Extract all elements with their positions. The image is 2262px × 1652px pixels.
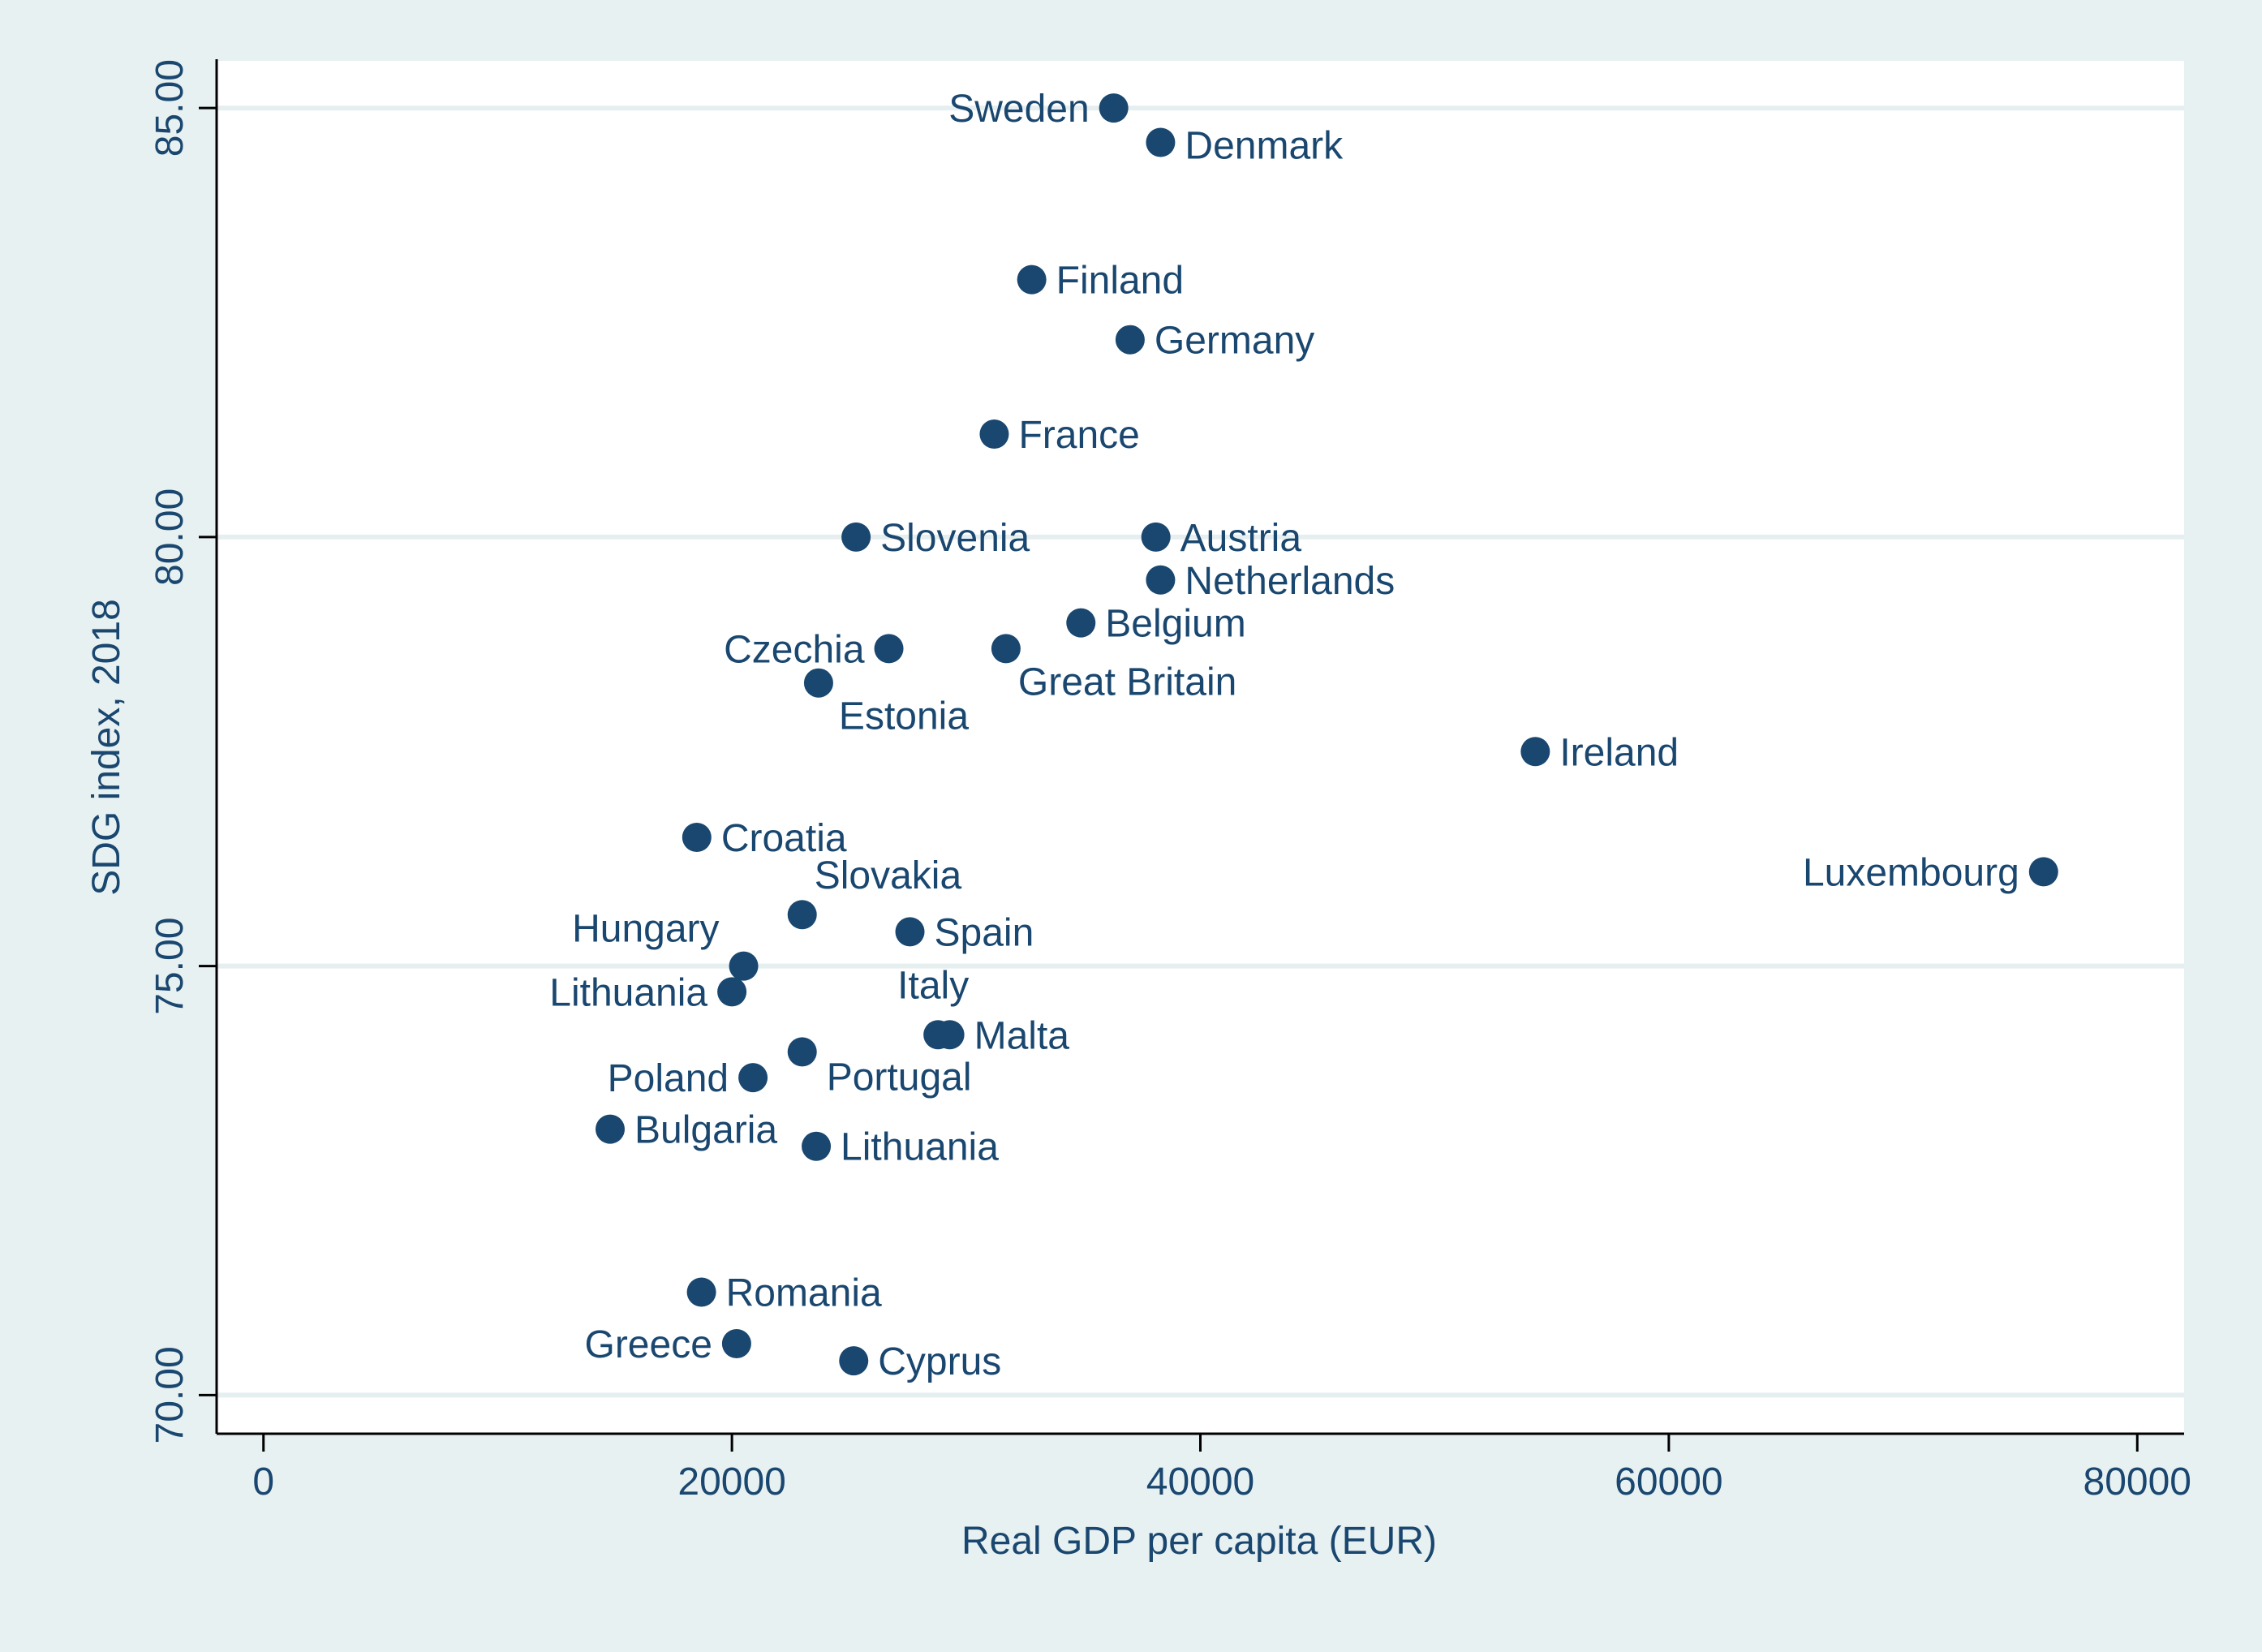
point-label: Sweden [948, 88, 1089, 131]
data-point [682, 823, 712, 853]
point-label: Austria [1180, 517, 1302, 560]
point-label: Romania [726, 1272, 882, 1315]
x-axis-title: Real GDP per capita (EUR) [961, 1520, 1437, 1563]
point-label: Estonia [839, 695, 969, 738]
y-axis-title: SDG index, 2018 [85, 599, 128, 896]
point-label: Czechia [724, 628, 865, 671]
point-label: Luxembourg [1803, 851, 2019, 894]
point-label: Malta [974, 1014, 1070, 1057]
data-point [1141, 522, 1171, 552]
point-label: Finland [1056, 260, 1184, 303]
point-label: Portugal [827, 1056, 972, 1099]
gridlines [217, 105, 2184, 1398]
data-point [841, 522, 871, 552]
data-point [738, 1063, 768, 1093]
point-label: Lithuania [841, 1126, 999, 1169]
data-point [686, 1277, 716, 1307]
data-point [1066, 608, 1096, 638]
x-tick-label: 0 [252, 1461, 274, 1504]
data-point [787, 900, 817, 930]
x-tick-label: 40000 [1146, 1461, 1254, 1504]
y-tick-label: 70.00 [148, 1346, 191, 1443]
y-tick-label: 75.00 [148, 918, 191, 1015]
data-point [991, 634, 1021, 664]
data-point [895, 917, 925, 947]
data-point [2028, 857, 2058, 887]
point-label: Great Britain [1018, 660, 1236, 703]
data-point [1146, 565, 1176, 595]
point-label: Cyprus [878, 1340, 1001, 1383]
point-label: Poland [608, 1057, 729, 1100]
axes: 0 20000 40000 60000 80000 70.00 75.00 80.00 85.0… [148, 59, 2191, 1504]
point-label: Netherlands [1185, 560, 1395, 603]
data-point [721, 1328, 751, 1358]
data-point [802, 1131, 832, 1161]
data-point [1099, 93, 1129, 123]
point-label: Italy [897, 964, 969, 1007]
data-point [596, 1114, 625, 1144]
point-label: Greece [584, 1323, 712, 1366]
data-point [1146, 127, 1176, 157]
point-label: Slovakia [815, 854, 962, 897]
data-point [1017, 265, 1047, 295]
data-point [787, 1037, 817, 1067]
data-point [839, 1346, 869, 1376]
data-point [803, 668, 833, 698]
data-point [1520, 737, 1550, 767]
point-label: Lithuania [549, 971, 707, 1014]
point-label: France [1018, 414, 1139, 457]
data-point [979, 419, 1009, 450]
x-tick-label: 80000 [2084, 1461, 2191, 1504]
data-points: Sweden Denmark Finland Germany France Sloveni… [549, 88, 2058, 1383]
data-point [729, 951, 759, 981]
point-label: Germany [1155, 320, 1314, 363]
x-tick-label: 20000 [677, 1461, 785, 1504]
point-label: Spain [935, 911, 1034, 954]
point-label: Denmark [1185, 124, 1344, 167]
data-point [717, 977, 747, 1007]
data-point [1115, 325, 1145, 355]
point-label: Bulgaria [634, 1109, 777, 1152]
point-label: Ireland [1559, 731, 1679, 774]
point-label: Slovenia [880, 517, 1030, 560]
y-tick-label: 80.00 [148, 488, 191, 586]
data-point [935, 1020, 965, 1050]
point-label: Croatia [721, 817, 847, 860]
x-tick-label: 60000 [1615, 1461, 1722, 1504]
data-point [874, 634, 904, 664]
y-tick-label: 85.00 [148, 59, 191, 157]
point-label: Hungary [572, 908, 719, 951]
point-label: Belgium [1105, 603, 1245, 646]
plot-area [217, 61, 2184, 1434]
